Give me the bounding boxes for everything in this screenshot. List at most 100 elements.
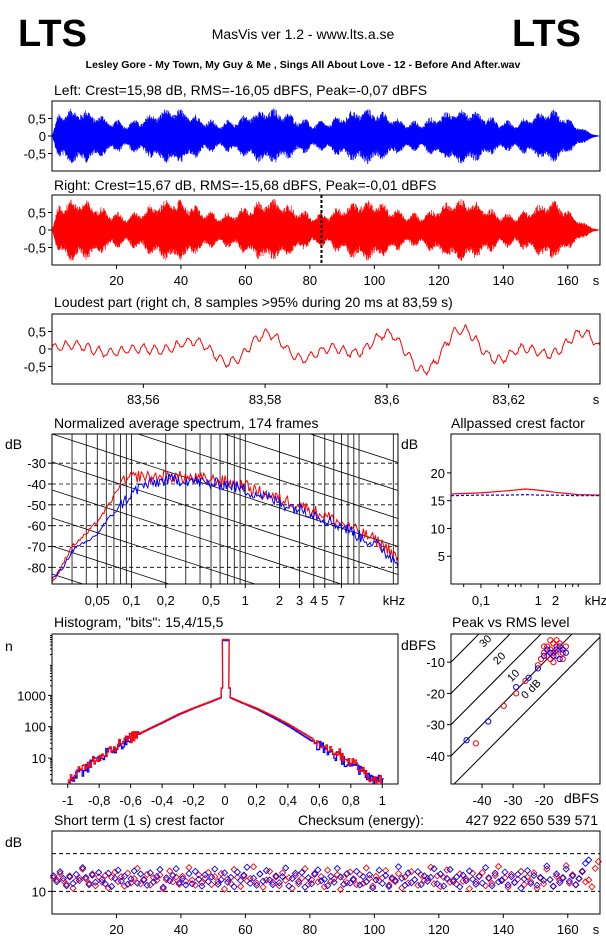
peak-rms-plot-area — [450, 633, 601, 785]
short-crest-left-point — [327, 872, 335, 880]
peak-rms-right-point — [534, 662, 542, 669]
short-crest-left-point — [185, 869, 193, 878]
histogram-right-series — [67, 638, 384, 784]
short-crest-right-point — [120, 882, 129, 890]
allpass-left-series — [450, 493, 600, 497]
short-crest-left-point — [359, 872, 367, 881]
histogram-ytick-label: 100 — [24, 720, 46, 735]
right-channel-xtick-label: 100 — [364, 273, 386, 288]
short-crest-left-point — [523, 866, 532, 875]
peak-rms-crest-line — [451, 634, 573, 757]
peak-rms-right-point — [541, 649, 548, 656]
short-crest-left-point — [166, 877, 174, 885]
short-crest-right-point — [591, 864, 599, 873]
short-crest-xtick-label: 120 — [428, 922, 450, 937]
short-crest-left-point — [520, 875, 528, 883]
histogram-ylabel: n — [5, 638, 13, 654]
short-crest-left-point — [323, 882, 332, 890]
allpass-title: Allpassed crest factor — [451, 415, 585, 431]
short-crest-left-point — [75, 876, 84, 885]
peak-rms-right-point — [553, 643, 560, 650]
short-crest-left-point — [104, 869, 113, 877]
spectrum-title: Normalized average spectrum, 174 frames — [54, 415, 319, 431]
peak-rms-crest-line — [451, 634, 511, 695]
short-crest-left-point — [49, 872, 58, 880]
short-crest-left-point — [568, 872, 577, 880]
short-crest-right-point — [153, 876, 161, 885]
peak-rms-right-point — [550, 640, 557, 647]
short-crest-left-point — [372, 876, 380, 884]
short-crest-right-point — [117, 872, 125, 881]
left-channel-title: Left: Crest=15,98 dB, RMS=-16,05 dBFS, P… — [54, 82, 427, 98]
short-crest-left-point — [559, 874, 567, 882]
short-crest-left-point — [66, 873, 74, 881]
short-crest-left-point — [533, 881, 541, 889]
peak-rms-left-point — [547, 649, 554, 656]
spectrum-xunit-label: kHz — [383, 593, 405, 608]
peak-rms-left-point — [550, 652, 557, 659]
histogram-xtick-label: 0 — [221, 793, 228, 808]
peak-rms-right-point — [547, 655, 554, 663]
checksum-label: Checksum (energy): — [298, 812, 424, 828]
short-crest-right-point — [301, 865, 309, 873]
short-crest-left-point — [95, 868, 103, 877]
short-crest-right-point — [207, 880, 216, 889]
short-crest-right-point — [256, 870, 264, 878]
peak-rms-left-point — [562, 649, 569, 656]
peak-rms-left-point — [541, 652, 548, 659]
short-crest-right-point — [539, 880, 548, 888]
app-title: MasVis ver 1.2 - www.lts.a.se — [212, 26, 395, 42]
peak-rms-left-point — [556, 643, 563, 650]
short-crest-right-point — [317, 872, 325, 881]
peak-rms-right-point — [513, 690, 520, 697]
allpass-xtick-label: 0,1 — [472, 593, 490, 608]
histogram-content — [67, 638, 384, 784]
short-crest-right-point — [491, 871, 499, 880]
short-crest-left-point — [282, 864, 290, 872]
short-crest-right-point — [169, 878, 177, 886]
short-crest-right-point — [149, 874, 158, 882]
spectrum-slope-line — [52, 266, 398, 379]
loudest-ytick-label: -0,5 — [24, 360, 46, 375]
spectrum-slope-line — [52, 461, 398, 575]
short-crest-left-point — [136, 870, 145, 878]
short-crest-left-point — [517, 884, 525, 892]
spectrum-plot-area — [51, 433, 399, 585]
short-crest-right-point — [430, 880, 438, 888]
short-crest-xtick-label: 100 — [364, 922, 386, 937]
spectrum-slope-line — [52, 545, 171, 584]
loudest-xtick-label: 83,6 — [374, 392, 399, 407]
short-crest-left-point — [481, 863, 490, 872]
short-crest-right-point — [172, 873, 180, 881]
short-crest-right-point — [546, 876, 554, 884]
short-crest-xtick-label: 60 — [238, 922, 252, 937]
short-crest-left-point — [224, 878, 232, 886]
short-crest-left-point — [204, 877, 212, 886]
short-crest-left-point — [107, 882, 116, 891]
short-crest-right-point — [124, 869, 132, 877]
spectrum-xtick-label: 0,2 — [157, 593, 175, 608]
spectrum-ytick-label: -80 — [27, 560, 46, 575]
short-crest-title: Short term (1 s) crest factor — [54, 812, 225, 828]
spectrum-xtick-label: 3 — [296, 593, 303, 608]
peak-rms-right-point — [556, 646, 563, 653]
short-crest-left-point — [98, 876, 106, 884]
short-crest-right-point — [136, 880, 145, 888]
checksum-value: 427 922 650 539 571 — [466, 812, 599, 828]
short-crest-left-point — [440, 882, 448, 890]
peak-rms-crest-line — [453, 636, 600, 784]
short-crest-left-point — [420, 872, 428, 880]
short-crest-right-point — [275, 882, 283, 890]
short-crest-right-point — [407, 868, 416, 876]
short-crest-left-point — [101, 880, 109, 888]
peak-rms-right-point — [559, 655, 566, 663]
short-crest-left-point — [504, 881, 512, 889]
short-crest-right-point — [372, 872, 380, 880]
short-crest-right-point — [533, 884, 541, 892]
short-crest-right-point — [323, 866, 332, 874]
short-crest-right-point — [543, 865, 551, 873]
short-crest-left-point — [201, 871, 209, 879]
short-crest-left-point — [417, 880, 425, 889]
histogram-xtick-label: 0,6 — [310, 793, 328, 808]
